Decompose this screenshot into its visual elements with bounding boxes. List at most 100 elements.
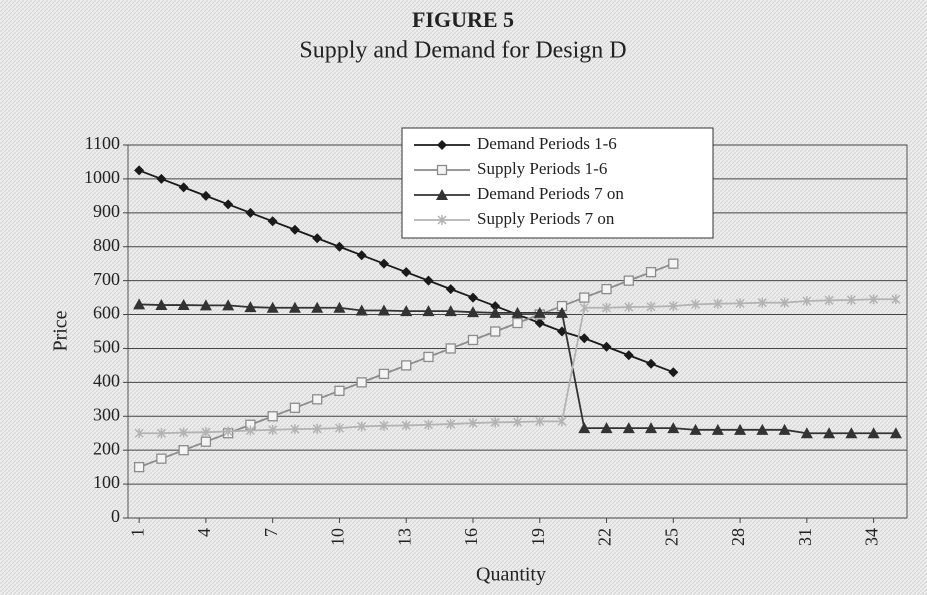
marker [445, 343, 456, 354]
marker [800, 427, 813, 439]
marker [201, 427, 211, 438]
marker [557, 416, 567, 427]
marker [223, 426, 233, 437]
legend-label: Demand Periods 1-6 [477, 134, 617, 153]
marker [311, 301, 324, 313]
marker [556, 306, 569, 318]
marker [178, 445, 189, 456]
marker [266, 301, 279, 313]
marker [268, 424, 278, 435]
marker [601, 302, 612, 313]
marker [734, 423, 747, 435]
marker [289, 224, 300, 235]
marker [802, 295, 812, 306]
marker [780, 297, 790, 308]
legend-marker [436, 164, 448, 176]
x-tick-label: 7 [261, 528, 281, 537]
y-tick-label: 1100 [85, 133, 120, 153]
marker [267, 216, 278, 227]
marker [667, 422, 680, 434]
marker [512, 417, 523, 428]
x-tick-label: 34 [862, 528, 882, 546]
marker [134, 165, 145, 176]
marker [134, 428, 144, 439]
marker [511, 306, 524, 318]
marker [713, 298, 723, 309]
marker [645, 267, 657, 278]
marker [133, 298, 146, 310]
legend-label: Supply Periods 7 on [477, 209, 615, 228]
marker [333, 301, 346, 313]
legend-marker [437, 215, 447, 225]
marker [778, 423, 791, 435]
marker [689, 423, 702, 435]
marker [467, 292, 478, 303]
x-axis-label: Quantity [476, 564, 546, 586]
y-tick-label: 700 [93, 269, 120, 289]
marker [824, 295, 834, 306]
x-tick-label: 4 [194, 528, 214, 537]
marker [535, 416, 545, 427]
marker [646, 301, 656, 312]
marker [423, 275, 434, 286]
marker [579, 292, 590, 303]
chart-subtitle: Supply and Demand for Design D [299, 38, 626, 64]
marker [156, 428, 166, 439]
marker [334, 241, 345, 252]
marker [312, 233, 323, 244]
marker [401, 420, 411, 431]
marker [200, 190, 211, 201]
marker [423, 351, 434, 363]
marker [668, 258, 679, 269]
marker [623, 275, 634, 286]
marker [446, 419, 456, 430]
y-tick-label: 800 [93, 235, 120, 255]
marker [891, 294, 901, 305]
marker [223, 199, 234, 210]
marker [889, 427, 902, 439]
marker [691, 299, 701, 310]
marker [156, 453, 167, 464]
marker [668, 301, 678, 312]
marker [867, 427, 880, 439]
marker [534, 318, 545, 329]
y-tick-label: 900 [93, 201, 120, 221]
marker [711, 423, 724, 435]
marker [579, 302, 589, 313]
marker [178, 182, 189, 193]
marker [578, 422, 591, 434]
marker [401, 267, 412, 278]
x-tick-label: 1 [127, 528, 147, 537]
marker [334, 423, 344, 434]
marker [400, 305, 413, 317]
y-tick-label: 400 [93, 370, 120, 390]
marker [199, 299, 212, 311]
marker [467, 334, 479, 346]
x-tick-label: 25 [661, 528, 681, 546]
marker [622, 422, 635, 434]
marker [490, 301, 501, 312]
x-tick-label: 28 [728, 528, 748, 546]
x-tick-label: 31 [795, 528, 815, 546]
marker [645, 422, 658, 434]
marker [623, 350, 634, 361]
marker [869, 294, 879, 305]
y-tick-label: 100 [93, 472, 120, 492]
marker [757, 297, 767, 308]
marker [579, 333, 590, 344]
marker [288, 301, 301, 313]
marker [155, 299, 168, 311]
legend-label: Demand Periods 7 on [477, 184, 624, 203]
marker [177, 299, 190, 311]
marker [357, 421, 367, 432]
marker [267, 411, 278, 422]
marker [378, 368, 390, 380]
y-axis-label: Price [50, 310, 72, 351]
y-tick-label: 1000 [84, 167, 120, 187]
x-tick-label: 19 [528, 528, 548, 546]
marker [355, 304, 368, 316]
y-tick-label: 300 [93, 404, 120, 424]
marker [245, 425, 255, 436]
